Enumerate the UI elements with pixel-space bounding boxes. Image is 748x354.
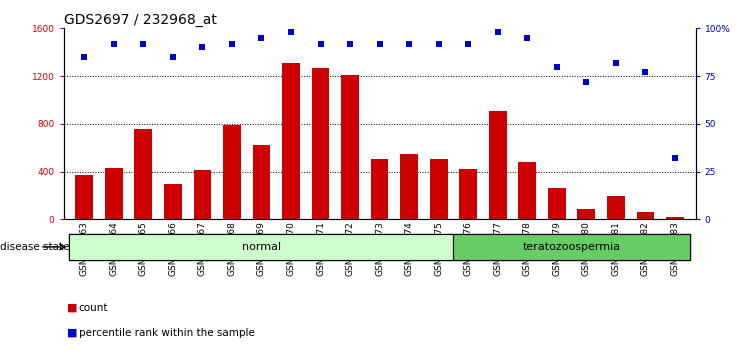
Point bbox=[551, 64, 562, 69]
Bar bbox=[282, 63, 300, 219]
Text: count: count bbox=[79, 303, 108, 313]
Text: disease state: disease state bbox=[0, 242, 70, 252]
Point bbox=[432, 41, 444, 46]
Point bbox=[226, 41, 238, 46]
Point bbox=[138, 41, 150, 46]
Text: teratozoospermia: teratozoospermia bbox=[523, 242, 621, 252]
Point bbox=[403, 41, 415, 46]
Point bbox=[669, 155, 681, 161]
Bar bbox=[548, 188, 565, 219]
Text: percentile rank within the sample: percentile rank within the sample bbox=[79, 328, 254, 338]
Bar bbox=[135, 129, 152, 219]
Bar bbox=[76, 175, 93, 219]
Point bbox=[285, 29, 297, 35]
Point bbox=[521, 35, 533, 41]
Point bbox=[167, 54, 179, 60]
FancyBboxPatch shape bbox=[70, 234, 453, 260]
Point bbox=[462, 41, 474, 46]
Bar bbox=[341, 75, 359, 219]
Bar bbox=[430, 159, 447, 219]
Bar bbox=[312, 68, 329, 219]
Bar bbox=[253, 145, 270, 219]
Point bbox=[197, 45, 209, 50]
Bar bbox=[371, 159, 388, 219]
Bar bbox=[400, 154, 418, 219]
Text: ■: ■ bbox=[67, 303, 78, 313]
FancyBboxPatch shape bbox=[453, 234, 690, 260]
Point bbox=[580, 79, 592, 85]
Bar bbox=[223, 125, 241, 219]
Point bbox=[344, 41, 356, 46]
Point bbox=[315, 41, 327, 46]
Bar bbox=[105, 168, 123, 219]
Bar bbox=[666, 217, 684, 219]
Point bbox=[610, 60, 622, 65]
Bar bbox=[577, 209, 595, 219]
Bar bbox=[459, 169, 477, 219]
Text: normal: normal bbox=[242, 242, 281, 252]
Bar bbox=[637, 212, 654, 219]
Point bbox=[256, 35, 268, 41]
Bar bbox=[607, 196, 625, 219]
Point bbox=[491, 29, 503, 35]
Bar bbox=[489, 111, 506, 219]
Text: GDS2697 / 232968_at: GDS2697 / 232968_at bbox=[64, 13, 216, 27]
Bar bbox=[164, 184, 182, 219]
Point bbox=[373, 41, 385, 46]
Bar bbox=[518, 162, 536, 219]
Point bbox=[79, 54, 91, 60]
Point bbox=[108, 41, 120, 46]
Text: ■: ■ bbox=[67, 328, 78, 338]
Point bbox=[640, 69, 652, 75]
Bar bbox=[194, 171, 211, 219]
